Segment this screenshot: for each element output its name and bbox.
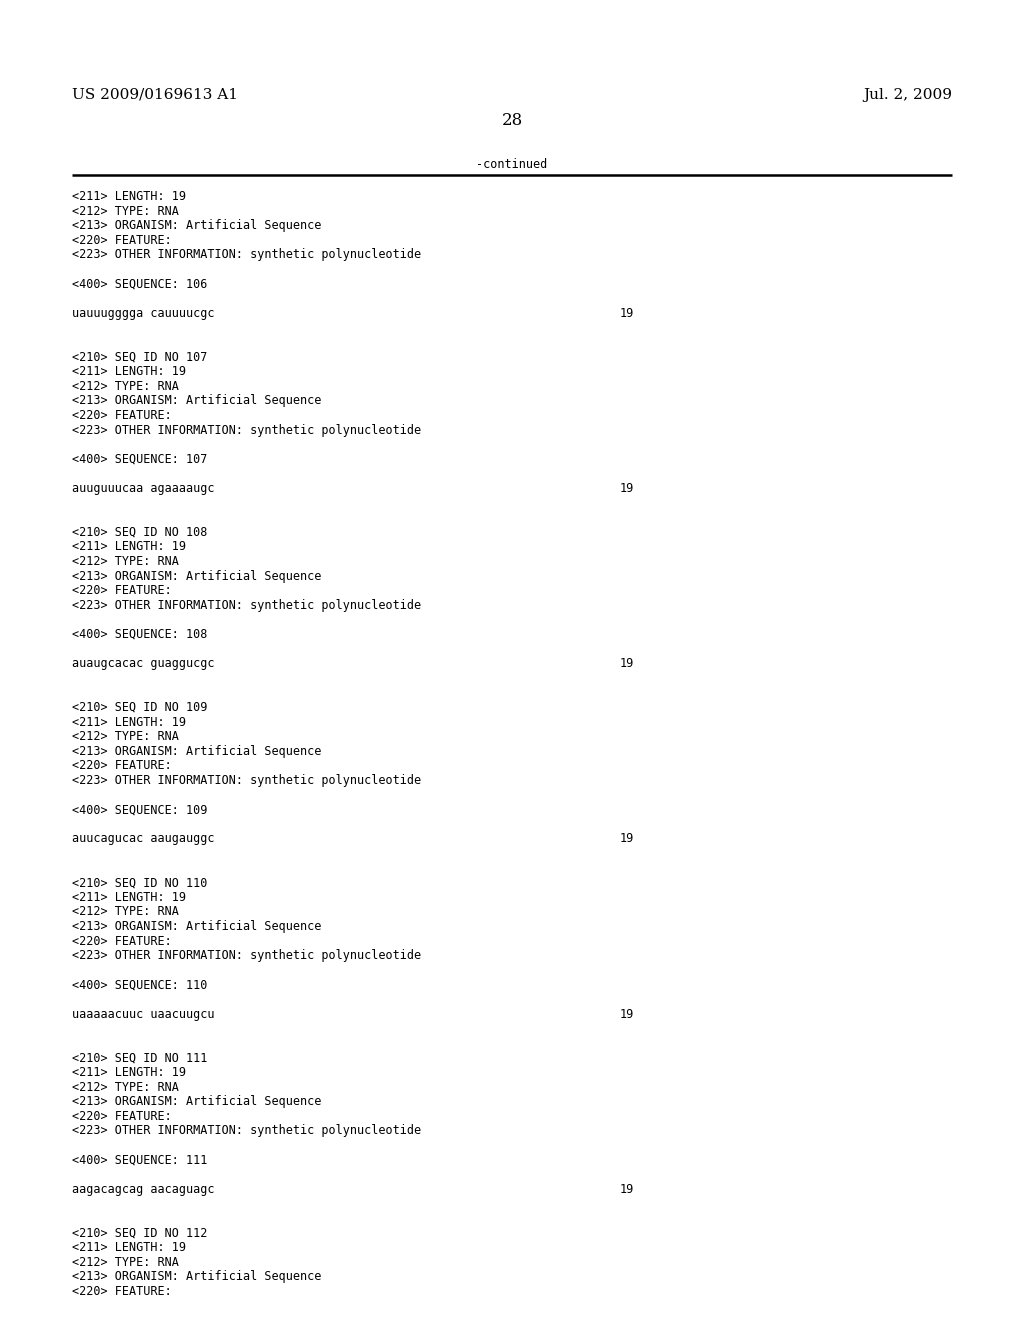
Text: <223> OTHER INFORMATION: synthetic polynucleotide: <223> OTHER INFORMATION: synthetic polyn…: [72, 949, 421, 962]
Text: <400> SEQUENCE: 109: <400> SEQUENCE: 109: [72, 803, 208, 816]
Text: <211> LENGTH: 19: <211> LENGTH: 19: [72, 366, 186, 379]
Text: <211> LENGTH: 19: <211> LENGTH: 19: [72, 715, 186, 729]
Text: <213> ORGANISM: Artificial Sequence: <213> ORGANISM: Artificial Sequence: [72, 920, 322, 933]
Text: <223> OTHER INFORMATION: synthetic polynucleotide: <223> OTHER INFORMATION: synthetic polyn…: [72, 424, 421, 437]
Text: <210> SEQ ID NO 108: <210> SEQ ID NO 108: [72, 525, 208, 539]
Text: <400> SEQUENCE: 106: <400> SEQUENCE: 106: [72, 277, 208, 290]
Text: Jul. 2, 2009: Jul. 2, 2009: [863, 88, 952, 102]
Text: <211> LENGTH: 19: <211> LENGTH: 19: [72, 1067, 186, 1078]
Text: 19: 19: [620, 833, 634, 845]
Text: <212> TYPE: RNA: <212> TYPE: RNA: [72, 730, 179, 743]
Text: <220> FEATURE:: <220> FEATURE:: [72, 585, 172, 597]
Text: <223> OTHER INFORMATION: synthetic polynucleotide: <223> OTHER INFORMATION: synthetic polyn…: [72, 1125, 421, 1138]
Text: <212> TYPE: RNA: <212> TYPE: RNA: [72, 380, 179, 393]
Text: auuguuucaa agaaaaugc: auuguuucaa agaaaaugc: [72, 482, 214, 495]
Text: <210> SEQ ID NO 111: <210> SEQ ID NO 111: [72, 1052, 208, 1064]
Text: <223> OTHER INFORMATION: synthetic polynucleotide: <223> OTHER INFORMATION: synthetic polyn…: [72, 248, 421, 261]
Text: <400> SEQUENCE: 108: <400> SEQUENCE: 108: [72, 628, 208, 642]
Text: <400> SEQUENCE: 110: <400> SEQUENCE: 110: [72, 978, 208, 991]
Text: <210> SEQ ID NO 110: <210> SEQ ID NO 110: [72, 876, 208, 890]
Text: <212> TYPE: RNA: <212> TYPE: RNA: [72, 554, 179, 568]
Text: 19: 19: [620, 1183, 634, 1196]
Text: <400> SEQUENCE: 111: <400> SEQUENCE: 111: [72, 1154, 208, 1167]
Text: <400> SEQUENCE: 107: <400> SEQUENCE: 107: [72, 453, 208, 466]
Text: <211> LENGTH: 19: <211> LENGTH: 19: [72, 891, 186, 904]
Text: <220> FEATURE:: <220> FEATURE:: [72, 759, 172, 772]
Text: -continued: -continued: [476, 158, 548, 172]
Text: <210> SEQ ID NO 109: <210> SEQ ID NO 109: [72, 701, 208, 714]
Text: auucagucac aaugauggc: auucagucac aaugauggc: [72, 833, 214, 845]
Text: <211> LENGTH: 19: <211> LENGTH: 19: [72, 1241, 186, 1254]
Text: 19: 19: [620, 657, 634, 671]
Text: <210> SEQ ID NO 107: <210> SEQ ID NO 107: [72, 351, 208, 363]
Text: <213> ORGANISM: Artificial Sequence: <213> ORGANISM: Artificial Sequence: [72, 1096, 322, 1109]
Text: <211> LENGTH: 19: <211> LENGTH: 19: [72, 190, 186, 203]
Text: <210> SEQ ID NO 112: <210> SEQ ID NO 112: [72, 1226, 208, 1239]
Text: US 2009/0169613 A1: US 2009/0169613 A1: [72, 88, 238, 102]
Text: <220> FEATURE:: <220> FEATURE:: [72, 409, 172, 422]
Text: 19: 19: [620, 306, 634, 319]
Text: auaugcacac guaggucgc: auaugcacac guaggucgc: [72, 657, 214, 671]
Text: uauuugggga cauuuucgc: uauuugggga cauuuucgc: [72, 306, 214, 319]
Text: 28: 28: [502, 112, 522, 129]
Text: aagacagcag aacaguagc: aagacagcag aacaguagc: [72, 1183, 214, 1196]
Text: 19: 19: [620, 482, 634, 495]
Text: 19: 19: [620, 1007, 634, 1020]
Text: uaaaaacuuc uaacuugcu: uaaaaacuuc uaacuugcu: [72, 1007, 214, 1020]
Text: <212> TYPE: RNA: <212> TYPE: RNA: [72, 1255, 179, 1269]
Text: <211> LENGTH: 19: <211> LENGTH: 19: [72, 540, 186, 553]
Text: <212> TYPE: RNA: <212> TYPE: RNA: [72, 205, 179, 218]
Text: <220> FEATURE:: <220> FEATURE:: [72, 1110, 172, 1123]
Text: <220> FEATURE:: <220> FEATURE:: [72, 1284, 172, 1298]
Text: <213> ORGANISM: Artificial Sequence: <213> ORGANISM: Artificial Sequence: [72, 1270, 322, 1283]
Text: <212> TYPE: RNA: <212> TYPE: RNA: [72, 1081, 179, 1093]
Text: <213> ORGANISM: Artificial Sequence: <213> ORGANISM: Artificial Sequence: [72, 744, 322, 758]
Text: <223> OTHER INFORMATION: synthetic polynucleotide: <223> OTHER INFORMATION: synthetic polyn…: [72, 774, 421, 787]
Text: <220> FEATURE:: <220> FEATURE:: [72, 935, 172, 948]
Text: <220> FEATURE:: <220> FEATURE:: [72, 234, 172, 247]
Text: <213> ORGANISM: Artificial Sequence: <213> ORGANISM: Artificial Sequence: [72, 219, 322, 232]
Text: <213> ORGANISM: Artificial Sequence: <213> ORGANISM: Artificial Sequence: [72, 570, 322, 582]
Text: <213> ORGANISM: Artificial Sequence: <213> ORGANISM: Artificial Sequence: [72, 395, 322, 408]
Text: <212> TYPE: RNA: <212> TYPE: RNA: [72, 906, 179, 919]
Text: <223> OTHER INFORMATION: synthetic polynucleotide: <223> OTHER INFORMATION: synthetic polyn…: [72, 599, 421, 611]
